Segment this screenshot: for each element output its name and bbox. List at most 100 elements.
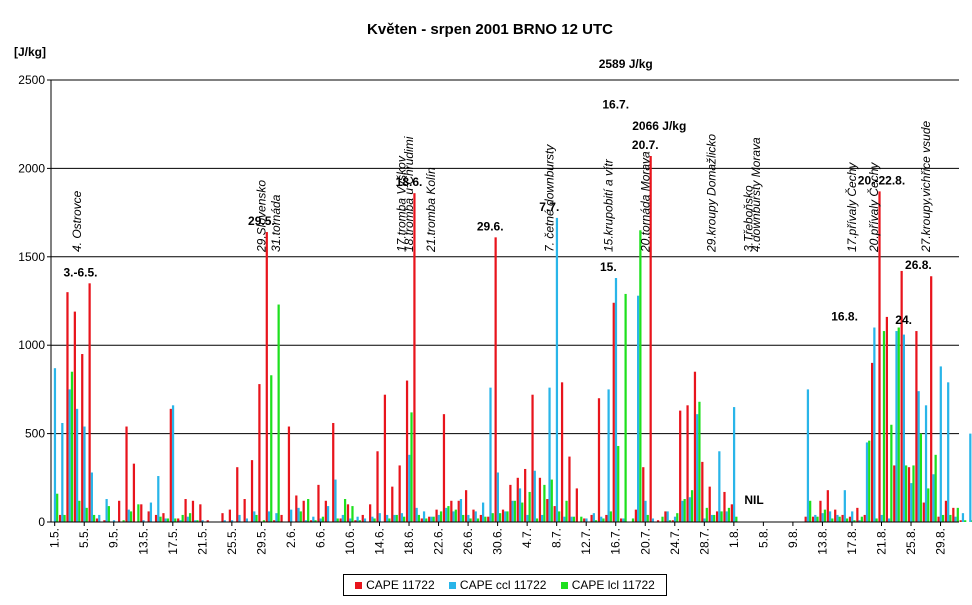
bar-cape-11722 — [206, 520, 209, 522]
x-tick-label: 21.8. — [874, 528, 888, 555]
bar-cape-lcl-11722 — [912, 465, 915, 522]
bar-cape-ccl-11722 — [127, 509, 130, 522]
bar-cape-ccl-11722 — [363, 518, 367, 522]
bar-cape-lcl-11722 — [941, 514, 945, 522]
bar-cape-ccl-11722 — [703, 518, 706, 522]
bar-cape-lcl-11722 — [964, 520, 967, 522]
bar-cape-ccl-11722 — [592, 513, 595, 522]
bar-cape-lcl-11722 — [639, 230, 642, 522]
bar-cape-lcl-11722 — [403, 516, 406, 522]
bar-cape-11722 — [58, 514, 62, 522]
bar-cape-ccl-11722 — [947, 382, 950, 522]
bar-cape-lcl-11722 — [277, 304, 280, 522]
bar-cape-11722 — [649, 156, 652, 523]
x-tick-label: 10.6. — [343, 528, 357, 555]
y-tick-label: 2000 — [18, 161, 45, 175]
bar-cape-11722 — [420, 518, 423, 522]
bar-cape-ccl-11722 — [393, 514, 396, 522]
bar-cape-11722 — [509, 484, 512, 522]
bar-cape-ccl-11722 — [622, 518, 625, 522]
peak-label: 16.7. — [602, 97, 629, 111]
bar-cape-ccl-11722 — [673, 516, 677, 522]
bar-cape-lcl-11722 — [875, 518, 878, 522]
bar-cape-11722 — [413, 193, 416, 523]
event-annotation: 29.kroupy Domažlicko — [705, 134, 719, 253]
bar-cape-lcl-11722 — [63, 514, 66, 522]
event-annotation: 31.tornáda — [269, 194, 283, 252]
bar-cape-ccl-11722 — [533, 470, 536, 522]
x-tick-label: 8.7. — [550, 528, 564, 548]
legend-label-cape-lcl: CAPE lcl 11722 — [571, 578, 655, 592]
bar-cape-11722 — [715, 511, 719, 522]
bar-cape-11722 — [575, 488, 578, 522]
bar-cape-lcl-11722 — [905, 465, 908, 522]
bar-cape-ccl-11722 — [186, 516, 189, 522]
bar-cape-11722 — [723, 491, 726, 522]
bar-cape-ccl-11722 — [725, 511, 728, 522]
bar-cape-11722 — [162, 513, 165, 522]
bar-cape-11722 — [871, 362, 874, 522]
bar-cape-lcl-11722 — [491, 513, 494, 522]
bar-cape-lcl-11722 — [336, 518, 339, 522]
bar-cape-11722 — [118, 500, 121, 522]
y-tick-label: 2500 — [18, 73, 45, 87]
bar-cape-ccl-11722 — [459, 499, 463, 522]
bar-cape-lcl-11722 — [262, 520, 266, 522]
bar-cape-lcl-11722 — [809, 500, 812, 522]
bar-cape-11722 — [937, 516, 940, 522]
legend-label-cape-ccl: CAPE ccl 11722 — [459, 578, 547, 592]
bar-cape-lcl-11722 — [447, 506, 450, 522]
y-tick-label: 0 — [38, 515, 45, 529]
bar-cape-11722 — [88, 283, 91, 522]
bar-cape-ccl-11722 — [880, 514, 883, 522]
nil-label: NIL — [744, 493, 763, 507]
bar-cape-11722 — [405, 380, 409, 522]
bar-cape-11722 — [612, 302, 615, 522]
bar-cape-lcl-11722 — [550, 479, 553, 522]
bar-cape-ccl-11722 — [644, 500, 647, 522]
bar-cape-lcl-11722 — [484, 516, 487, 522]
bar-cape-ccl-11722 — [400, 513, 404, 522]
bar-cape-11722 — [516, 477, 519, 522]
x-tick-label: 25.5. — [225, 528, 239, 555]
bar-cape-11722 — [634, 509, 638, 522]
bar-cape-11722 — [391, 486, 394, 522]
bar-cape-ccl-11722 — [238, 514, 241, 522]
bar-cape-11722 — [819, 500, 822, 522]
bar-cape-ccl-11722 — [75, 408, 79, 522]
bar-cape-lcl-11722 — [196, 520, 199, 522]
bar-cape-ccl-11722 — [371, 516, 374, 522]
bar-cape-ccl-11722 — [666, 511, 669, 522]
bar-cape-ccl-11722 — [696, 414, 699, 522]
legend-label-cape: CAPE 11722 — [366, 578, 435, 592]
bar-cape-lcl-11722 — [78, 500, 81, 522]
x-tick-label: 4.7. — [520, 528, 534, 548]
bar-cape-lcl-11722 — [528, 491, 531, 522]
bar-cape-11722 — [250, 460, 254, 522]
peak-label: 7.7. — [539, 200, 559, 214]
event-annotation: 4.downbursty Morava — [749, 137, 763, 252]
bar-cape-ccl-11722 — [53, 368, 57, 522]
peak-label: 29.6. — [477, 219, 504, 233]
bar-cape-lcl-11722 — [417, 514, 421, 522]
cape-bar-chart: Květen - srpen 2001 BRNO 12 UTC [J/kg] 0… — [14, 21, 972, 555]
bar-cape-lcl-11722 — [388, 518, 391, 522]
bar-cape-11722 — [546, 499, 549, 522]
chart-title: Květen - srpen 2001 BRNO 12 UTC — [367, 21, 613, 38]
bar-cape-lcl-11722 — [506, 511, 509, 522]
x-tick-label: 9.8. — [786, 528, 800, 548]
bar-cape-ccl-11722 — [408, 454, 411, 522]
peak-label: 16.8. — [831, 310, 858, 324]
x-tick-label: 16.7. — [609, 528, 623, 555]
bar-cape-11722 — [487, 516, 490, 522]
x-tick-label: 22.6. — [432, 528, 446, 555]
bar-cape-ccl-11722 — [481, 502, 485, 522]
bar-cape-ccl-11722 — [61, 422, 64, 522]
bar-cape-lcl-11722 — [890, 424, 893, 522]
bar-cape-11722 — [679, 410, 682, 522]
bar-cape-11722 — [878, 191, 881, 522]
bar-cape-lcl-11722 — [535, 518, 539, 522]
bar-cape-ccl-11722 — [297, 507, 300, 522]
event-annotation: 20.tornáda Morava — [638, 151, 652, 253]
bar-cape-lcl-11722 — [705, 507, 708, 522]
